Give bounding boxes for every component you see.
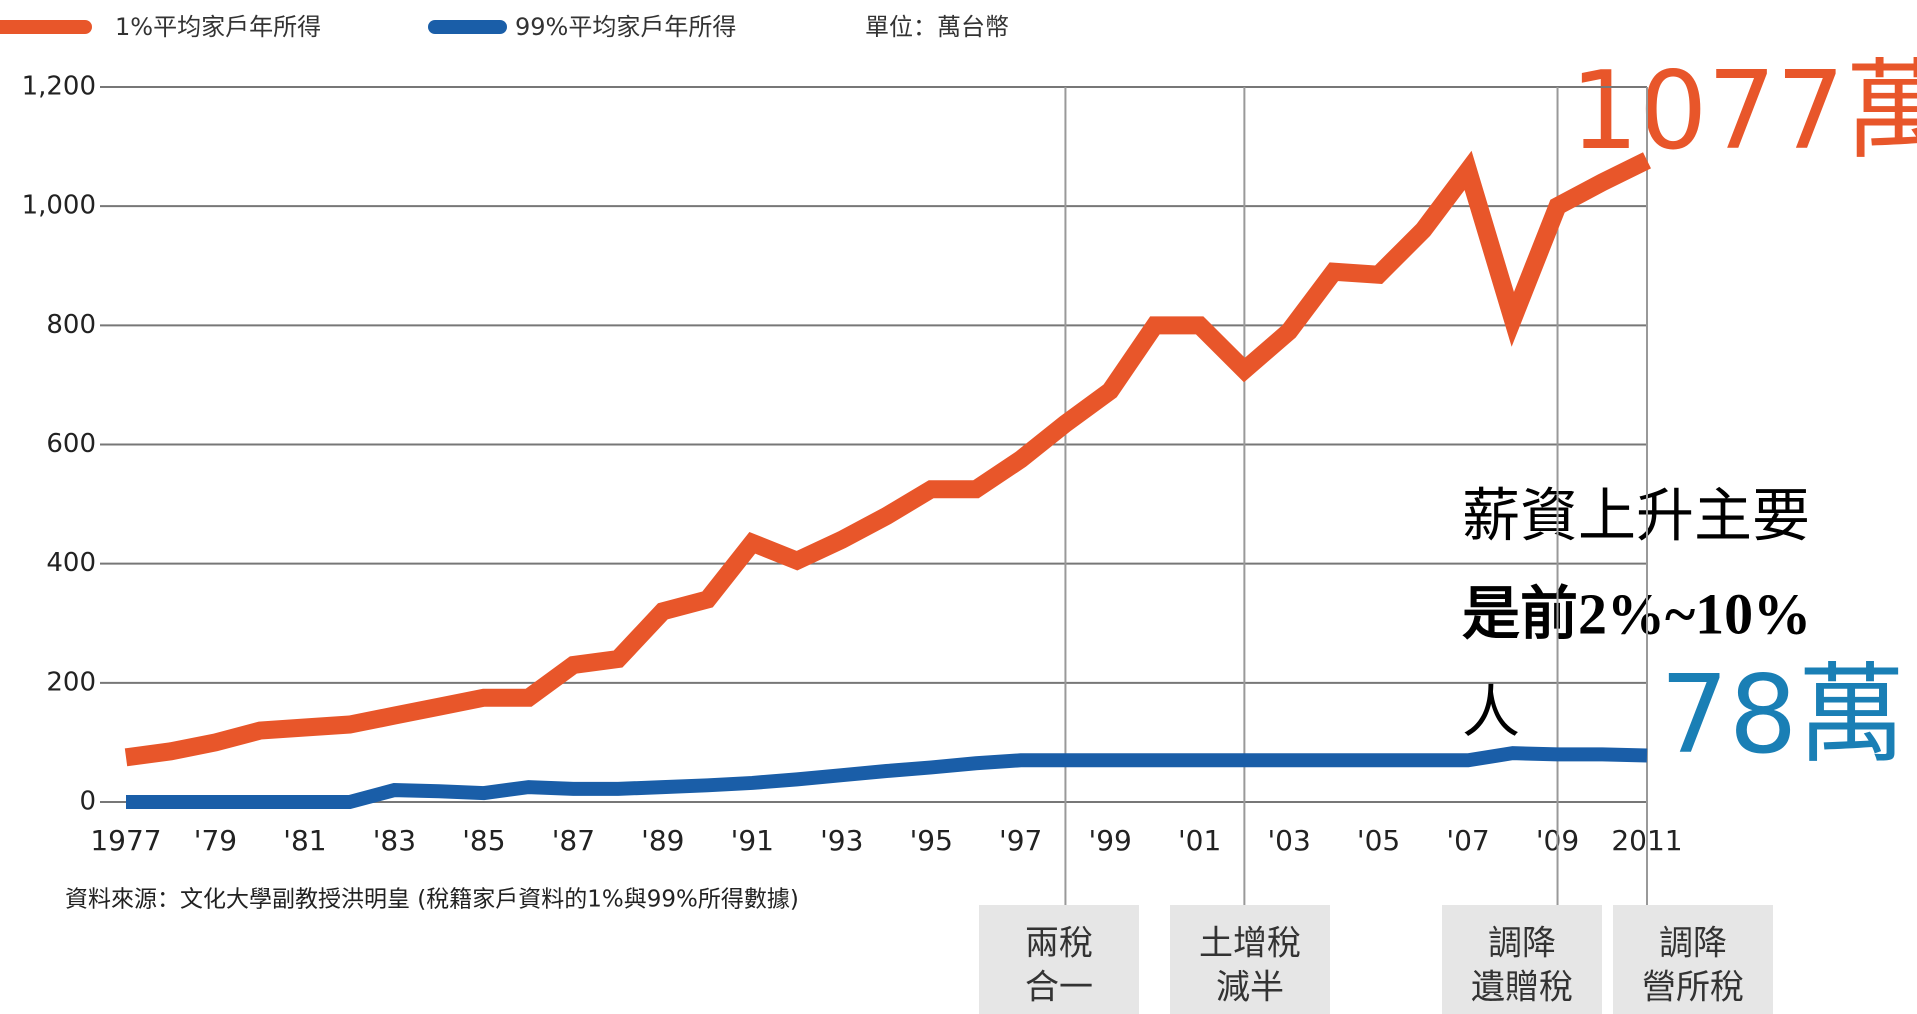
x-tick-label: '01	[1178, 824, 1221, 857]
y-tick-label: 600	[46, 429, 96, 459]
event-label: 減半	[1216, 968, 1284, 1008]
event-box	[1442, 905, 1602, 1014]
x-tick-label: '97	[999, 824, 1042, 857]
event-label: 兩稅	[1025, 924, 1093, 964]
event-label: 調降	[1659, 924, 1727, 964]
x-tick-label: '85	[462, 824, 505, 857]
note-line: 是前2%~10%	[1462, 581, 1811, 646]
y-tick-label: 400	[46, 548, 96, 578]
y-tick-label: 1,000	[22, 191, 96, 221]
event-label: 調降	[1488, 924, 1556, 964]
note-line: 薪資上升主要	[1462, 483, 1810, 548]
x-tick-label: '95	[910, 824, 953, 857]
y-tick-label: 200	[46, 667, 96, 697]
y-tick-label: 1,200	[22, 72, 96, 102]
x-tick-label: '87	[552, 824, 595, 857]
x-tick-label: 1977	[90, 824, 161, 857]
event-label: 遺贈稅	[1471, 968, 1573, 1008]
x-tick-label: '79	[194, 824, 237, 857]
x-tick-label: '05	[1357, 824, 1400, 857]
y-tick-label: 800	[46, 310, 96, 340]
event-box	[979, 905, 1139, 1014]
source-note: 資料來源：文化大學副教授洪明皇 (稅籍家戶資料的1%與99%所得數據)	[65, 887, 799, 913]
grid	[100, 86, 1647, 803]
x-tick-label: '99	[1089, 824, 1132, 857]
unit-label: 單位：萬台幣	[865, 13, 1009, 41]
end-label: 78萬	[1660, 653, 1905, 778]
event-label: 營所稅	[1642, 968, 1744, 1008]
event-box	[1613, 905, 1773, 1014]
event-box	[1170, 905, 1330, 1014]
x-tick-label: '89	[641, 824, 684, 857]
x-tick-label: '83	[373, 824, 416, 857]
y-tick-label: 0	[79, 787, 96, 817]
series-line	[124, 150, 1651, 767]
x-tick-label: '03	[1267, 824, 1310, 857]
x-tick-label: '81	[283, 824, 326, 857]
x-tick-label: '91	[731, 824, 774, 857]
event-label: 合一	[1025, 968, 1093, 1008]
note-line: 人	[1462, 679, 1520, 744]
legend-label: 1%平均家戶年所得	[115, 13, 321, 41]
series-line	[126, 746, 1648, 809]
end-label: 1077萬	[1570, 49, 1917, 174]
legend-label: 99%平均家戶年所得	[515, 13, 736, 41]
x-tick-label: '07	[1446, 824, 1489, 857]
event-label: 土增稅	[1199, 924, 1301, 964]
x-tick-label: '93	[820, 824, 863, 857]
